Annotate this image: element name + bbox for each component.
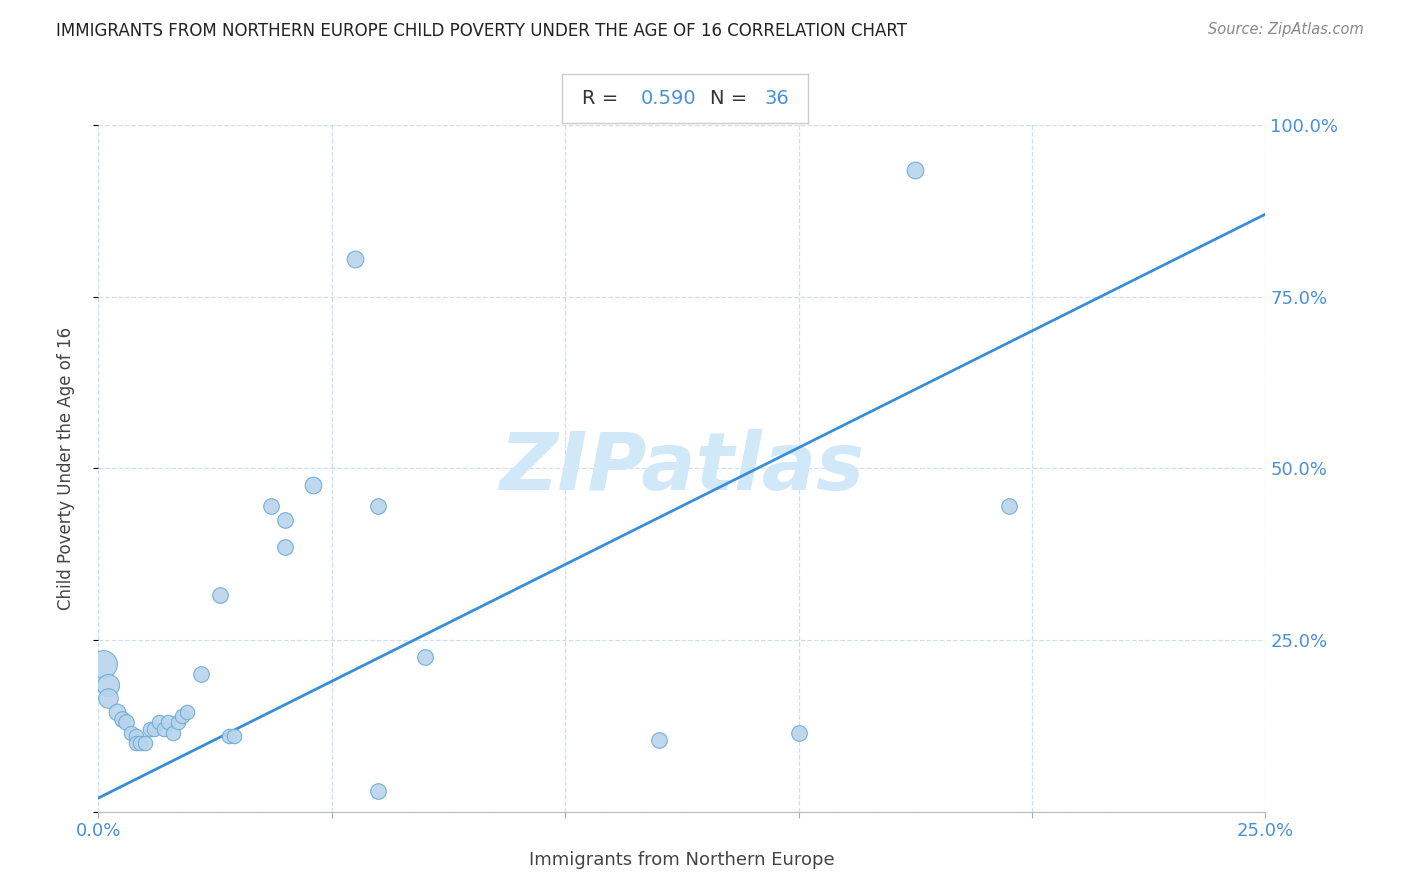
Text: Source: ZipAtlas.com: Source: ZipAtlas.com [1208,22,1364,37]
Text: R =: R = [582,89,624,108]
Point [143,723,166,737]
Y-axis label: Child Poverty Under the Age of 16: Child Poverty Under the Age of 16 [56,326,75,610]
Point [125,736,148,750]
Point [367,784,389,798]
Text: ZIPatlas: ZIPatlas [499,429,865,508]
Point [172,708,194,723]
Point [302,478,325,492]
Point [344,252,367,266]
Point [647,732,669,747]
Point [129,736,152,750]
Point [105,705,128,719]
Point [413,650,436,665]
Text: 0.590: 0.590 [641,89,697,108]
Point [152,723,174,737]
Point [190,667,212,681]
Point [274,541,297,555]
Point [139,723,162,737]
Point [111,712,134,726]
Point [260,499,283,513]
Text: 36: 36 [765,89,789,108]
Point [274,513,297,527]
Point [997,499,1019,513]
Point [166,715,188,730]
Point [367,499,389,513]
Point [134,736,156,750]
Point [904,162,927,177]
Point [218,729,240,743]
Point [115,715,138,730]
Point [97,678,120,692]
Point [162,725,184,739]
Point [222,729,245,743]
Point [120,725,142,739]
Point [157,715,180,730]
Point [148,715,170,730]
Point [125,729,148,743]
Point [91,657,114,671]
Point [208,588,231,602]
Point [176,705,198,719]
Text: N =: N = [710,89,754,108]
Point [97,691,120,706]
Text: IMMIGRANTS FROM NORTHERN EUROPE CHILD POVERTY UNDER THE AGE OF 16 CORRELATION CH: IMMIGRANTS FROM NORTHERN EUROPE CHILD PO… [56,22,907,40]
Point [787,725,810,739]
X-axis label: Immigrants from Northern Europe: Immigrants from Northern Europe [529,851,835,869]
